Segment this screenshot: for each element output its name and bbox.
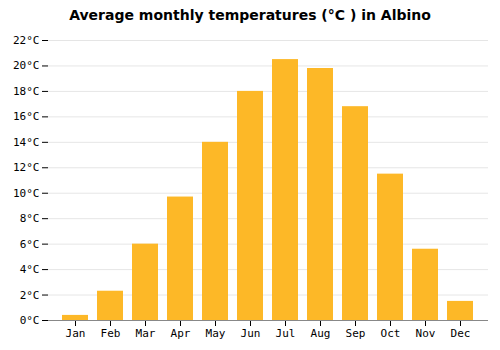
svg-text:16°C: 16°C xyxy=(13,110,40,123)
svg-text:22°C: 22°C xyxy=(13,34,40,47)
svg-text:20°C: 20°C xyxy=(13,59,40,72)
svg-text:0°C: 0°C xyxy=(20,314,40,327)
svg-text:Jun: Jun xyxy=(241,327,261,340)
svg-text:Oct: Oct xyxy=(381,327,401,340)
svg-text:Apr: Apr xyxy=(171,327,191,340)
svg-text:14°C: 14°C xyxy=(13,136,40,149)
svg-text:May: May xyxy=(206,327,226,340)
svg-text:10°C: 10°C xyxy=(13,187,40,200)
svg-text:2°C: 2°C xyxy=(20,289,40,302)
svg-text:Aug: Aug xyxy=(311,327,331,340)
svg-text:Jan: Jan xyxy=(66,327,86,340)
svg-text:6°C: 6°C xyxy=(20,238,40,251)
svg-text:Jul: Jul xyxy=(276,327,296,340)
svg-text:Mar: Mar xyxy=(136,327,156,340)
svg-text:12°C: 12°C xyxy=(13,161,40,174)
svg-text:8°C: 8°C xyxy=(20,212,40,225)
svg-text:4°C: 4°C xyxy=(20,263,40,276)
svg-text:Feb: Feb xyxy=(101,327,121,340)
svg-text:Nov: Nov xyxy=(416,327,436,340)
html-text:Average monthly temperatures (: Average monthly temperatures (°C ) in Al… xyxy=(69,7,431,23)
svg-text:Dec: Dec xyxy=(451,327,471,340)
svg-text:Sep: Sep xyxy=(346,327,366,340)
svg-text:18°C: 18°C xyxy=(13,85,40,98)
